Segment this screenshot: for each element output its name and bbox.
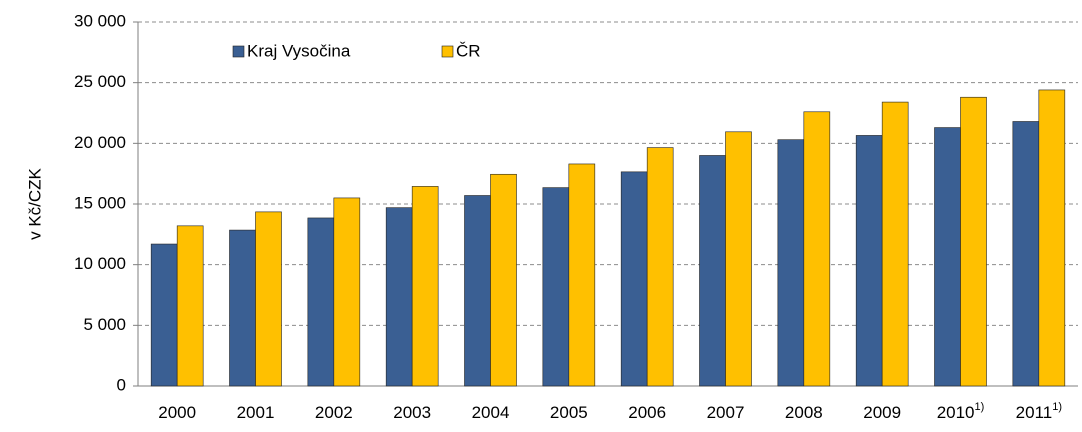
legend-swatch	[232, 45, 245, 58]
bar	[777, 139, 805, 387]
bar	[385, 207, 413, 387]
x-tick-superscript: 1)	[1052, 401, 1062, 413]
bar	[176, 225, 204, 387]
y-tick-label: 5 000	[83, 315, 126, 334]
x-tick-label: 2009	[863, 403, 901, 422]
bar	[699, 155, 726, 387]
bar	[229, 229, 256, 387]
x-tick-text: 2003	[393, 403, 431, 422]
bar	[333, 197, 361, 387]
x-tick-text: 2007	[707, 403, 745, 422]
bar	[960, 96, 987, 387]
y-tick-label: 30 000	[74, 11, 126, 30]
bar	[803, 111, 831, 387]
x-tick-superscript: 1)	[975, 401, 985, 413]
bar	[464, 195, 491, 387]
x-tick-text: 2001	[237, 403, 275, 422]
bar	[855, 135, 883, 387]
x-tick-label: 20111)	[1016, 401, 1062, 423]
y-tick-label: 15 000	[74, 193, 126, 212]
bar	[881, 101, 909, 387]
x-tick-label: 2006	[628, 403, 666, 422]
x-tick-text: 2002	[315, 403, 353, 422]
bar	[255, 211, 282, 387]
legend-swatch	[441, 45, 454, 58]
bar	[1012, 121, 1040, 387]
bar	[150, 243, 178, 387]
y-tick-label: 10 000	[74, 254, 126, 273]
x-tick-label: 20101)	[937, 401, 985, 423]
x-tick-text: 2006	[628, 403, 666, 422]
x-tick-label: 2008	[785, 403, 823, 422]
y-tick-label: 25 000	[74, 72, 126, 91]
bar	[490, 173, 517, 387]
bar	[1038, 89, 1066, 387]
x-tick-text: 2011	[1016, 403, 1053, 422]
x-tick-label: 2000	[158, 403, 196, 422]
bar	[620, 171, 648, 387]
x-tick-label: 2004	[472, 403, 510, 422]
bar	[568, 163, 596, 387]
bar	[307, 217, 335, 387]
x-tick-text: 2009	[863, 403, 901, 422]
legend-label: Kraj Vysočina	[247, 41, 351, 60]
x-tick-text: 2004	[472, 403, 510, 422]
x-tick-text: 2000	[158, 403, 196, 422]
x-tick-text: 2010	[937, 403, 975, 422]
x-tick-label: 2007	[707, 403, 745, 422]
bar	[646, 147, 674, 387]
bar	[725, 131, 752, 387]
bar	[411, 186, 439, 387]
x-tick-text: 2008	[785, 403, 823, 422]
x-tick-label: 2002	[315, 403, 353, 422]
y-tick-label: 0	[117, 375, 126, 394]
x-tick-label: 2005	[550, 403, 588, 422]
y-axis-label: v Kč/CZK	[25, 167, 44, 239]
x-tick-label: 2001	[237, 403, 275, 422]
x-tick-text: 2005	[550, 403, 588, 422]
x-tick-label: 2003	[393, 403, 431, 422]
bar	[934, 127, 961, 387]
legend-label: ČR	[456, 41, 481, 60]
y-tick-label: 20 000	[74, 133, 126, 152]
bar	[542, 187, 570, 387]
